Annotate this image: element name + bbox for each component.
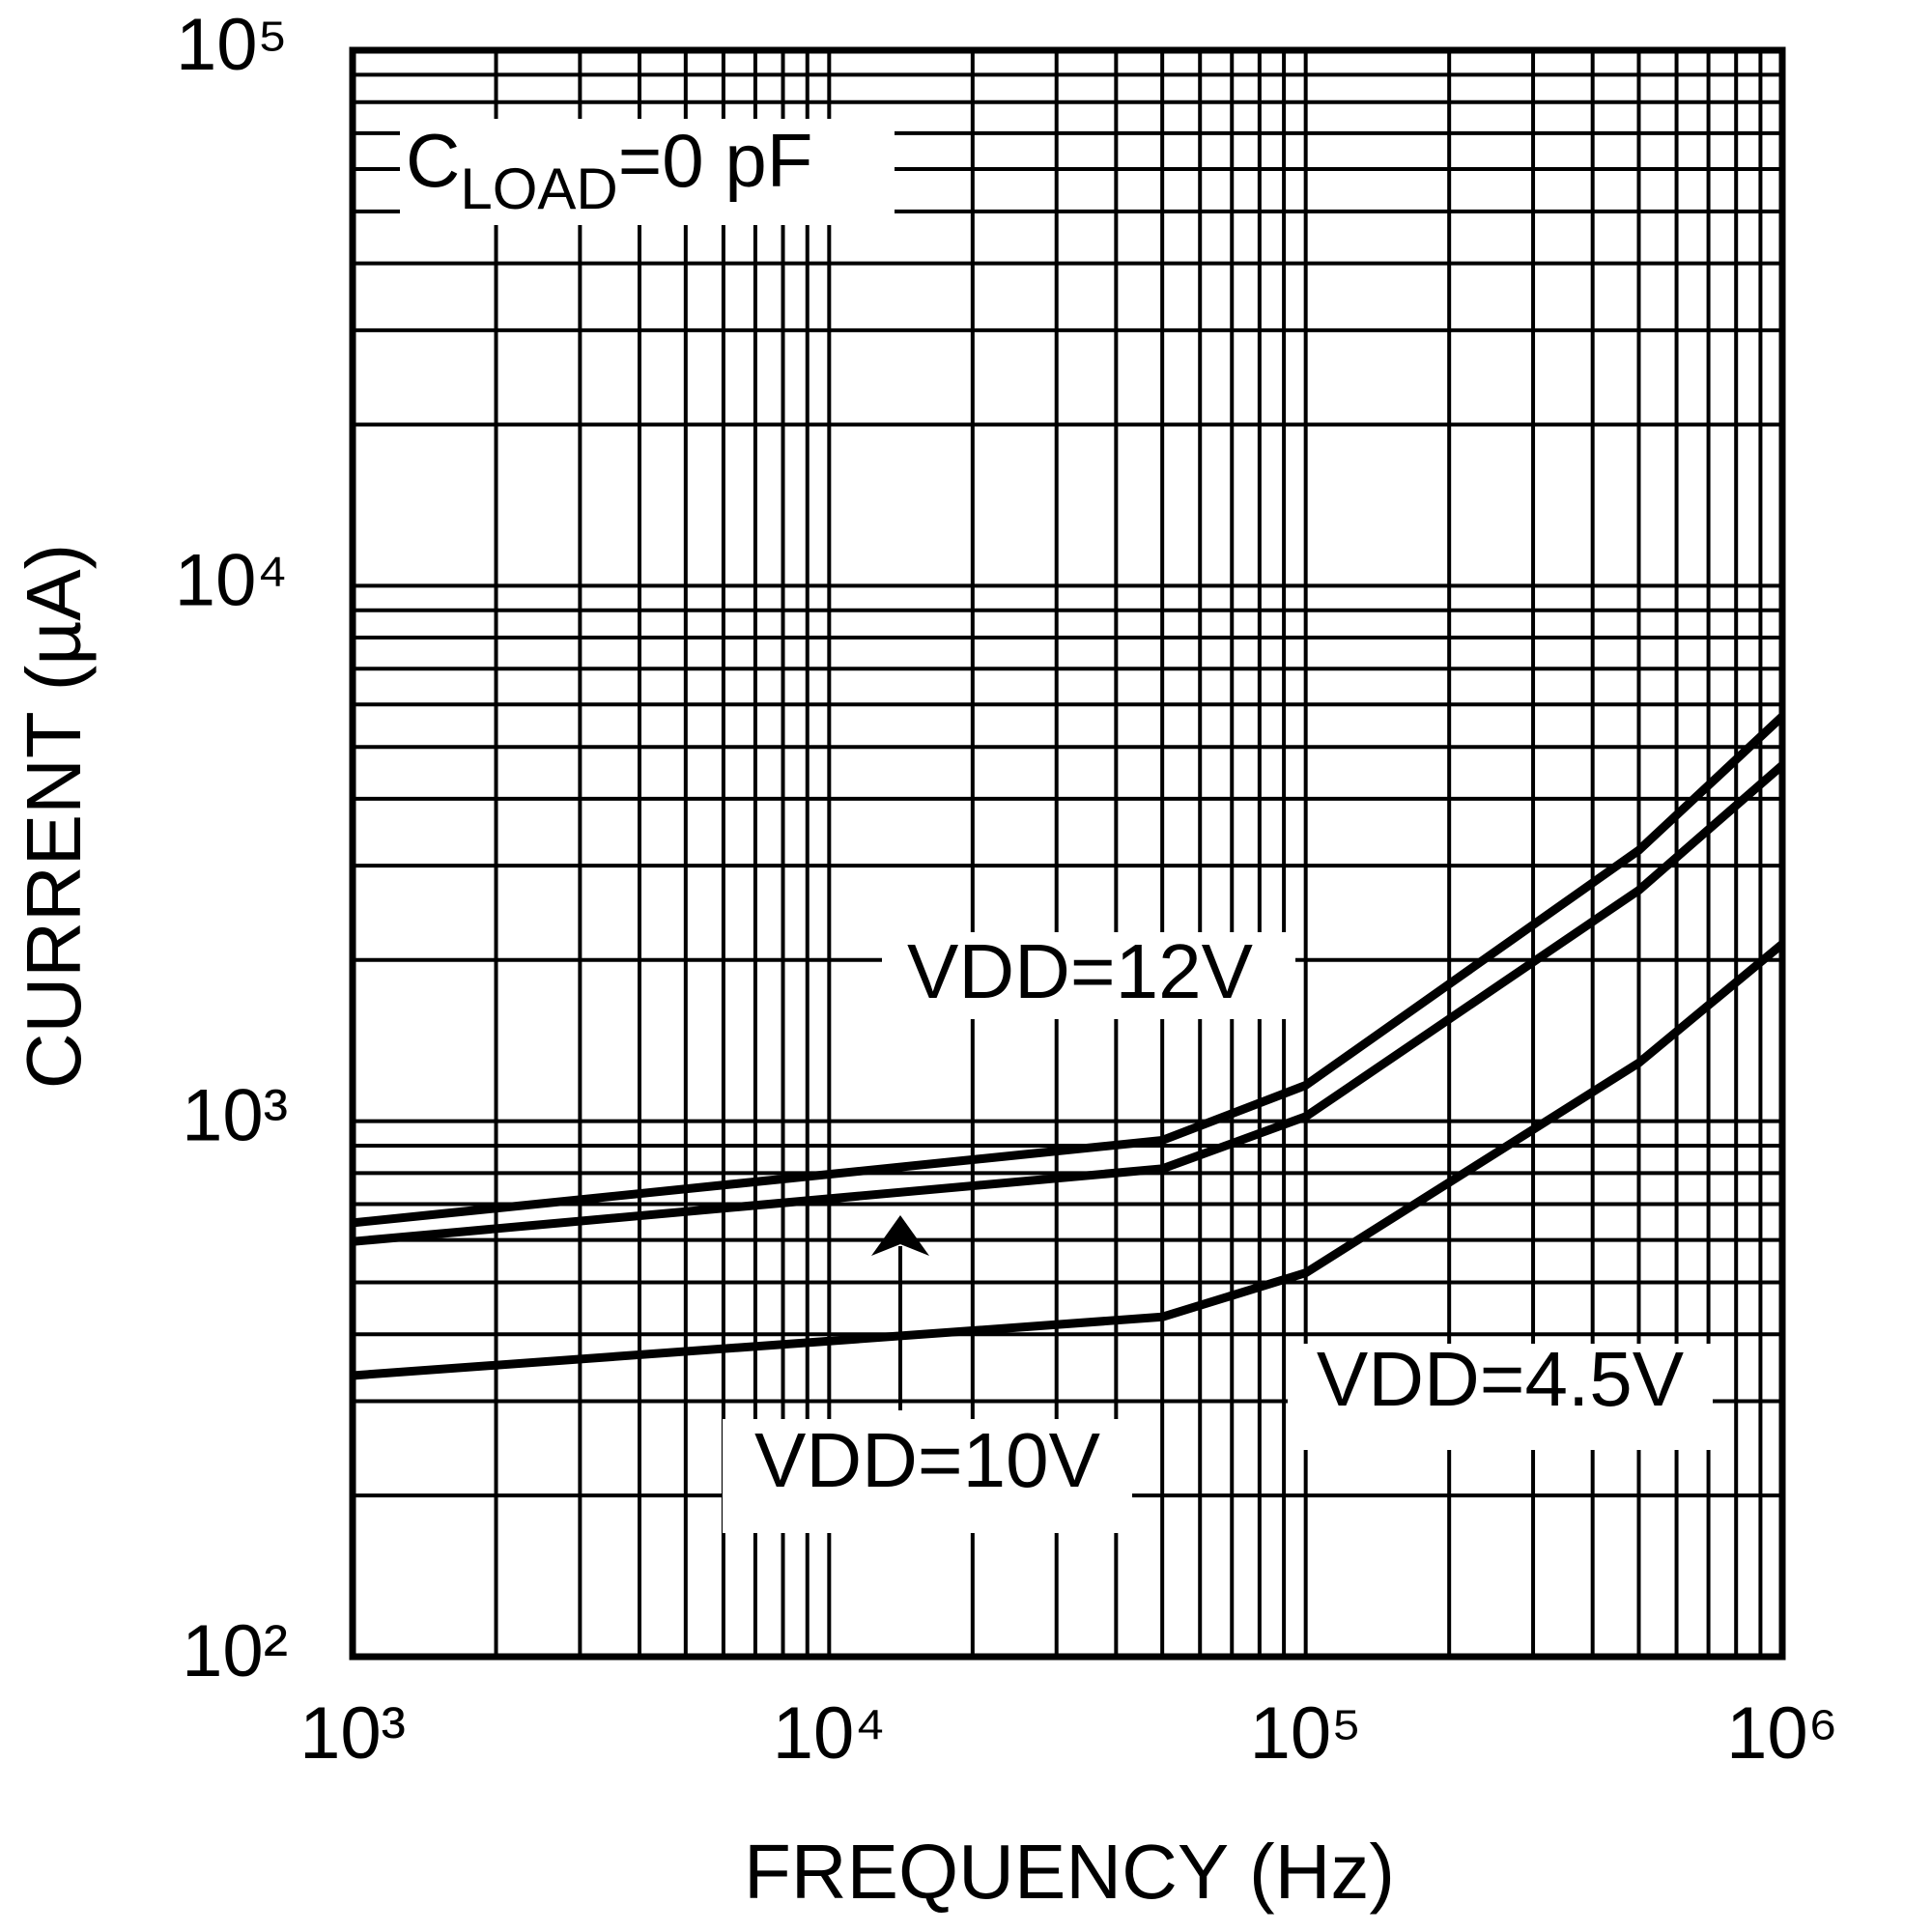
annotation-text: C xyxy=(406,118,460,203)
plot-frame xyxy=(349,46,1786,1661)
y-axis-label: CURRENT (µA) xyxy=(11,544,97,1090)
annotation-subscript: LOAD xyxy=(460,156,617,221)
series-label: VDD=12V xyxy=(907,928,1254,1014)
arrow-head xyxy=(871,1215,929,1256)
label-background xyxy=(1288,1344,1713,1450)
series-label: VDD=10V xyxy=(754,1417,1101,1503)
x-axis-label: FREQUENCY (Hz) xyxy=(744,1829,1395,1915)
label-background xyxy=(723,1419,1132,1533)
x-tick-label: 10⁶ xyxy=(1726,1692,1838,1775)
series-line xyxy=(352,940,1785,1380)
y-tick-label: 10⁵ xyxy=(176,4,288,86)
y-tick-label: 10² xyxy=(182,1610,288,1692)
label-background xyxy=(882,932,1295,1019)
x-tick-label: 10⁴ xyxy=(773,1692,886,1775)
annotation-background xyxy=(400,119,895,225)
series-line xyxy=(352,713,1786,1228)
annotation-text: =0 pF xyxy=(618,118,813,203)
annotation: CLOAD=0 pF xyxy=(406,118,812,221)
x-tick-label: 10³ xyxy=(299,1692,406,1775)
series-label: VDD=4.5V xyxy=(1317,1336,1685,1422)
series-line xyxy=(352,761,1785,1246)
y-tick-label: 10³ xyxy=(182,1075,288,1157)
y-tick-label: 10⁴ xyxy=(175,539,288,621)
x-tick-label: 10⁵ xyxy=(1250,1692,1362,1775)
